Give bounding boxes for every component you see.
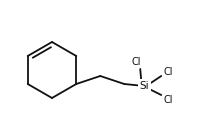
Text: Cl: Cl <box>163 67 173 77</box>
Text: Cl: Cl <box>163 95 173 105</box>
Text: Cl: Cl <box>131 57 141 67</box>
Text: Si: Si <box>139 81 149 91</box>
